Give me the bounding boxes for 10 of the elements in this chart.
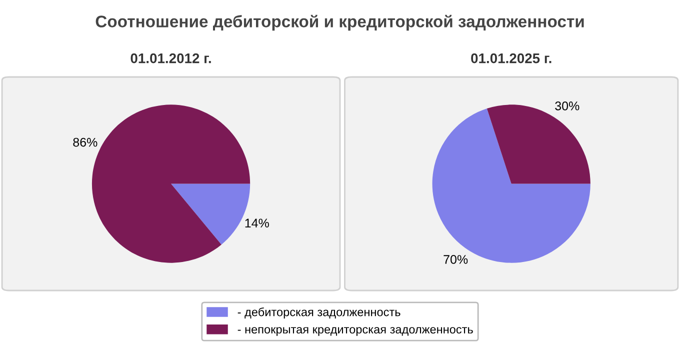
legend-label: - непокрытая кредиторская задолженность	[238, 327, 473, 336]
legend-label: - дебиторская задолженность	[238, 307, 400, 319]
data-label: 70%	[444, 255, 468, 264]
pie-slice	[432, 108, 590, 263]
chart-subtitle: 01.01.2025 г.	[471, 53, 552, 64]
chart-title: Соотношение дебиторской и кредиторской задолженности	[96, 14, 584, 31]
data-label: 86%	[73, 138, 98, 147]
chart-subtitle: 01.01.2012 г.	[130, 53, 211, 64]
data-label: 14%	[245, 218, 269, 228]
data-label: 30%	[555, 101, 580, 110]
